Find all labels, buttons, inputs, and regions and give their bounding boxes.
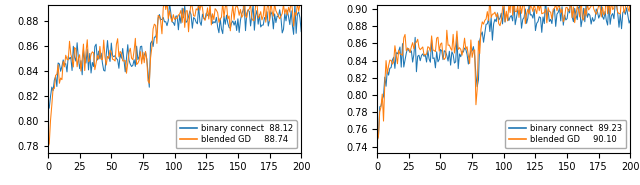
Legend: binary connect  88.12, blended GD     88.74: binary connect 88.12, blended GD 88.74: [176, 120, 297, 148]
Legend: binary connect  89.23, blended GD     90.10: binary connect 89.23, blended GD 90.10: [505, 120, 626, 148]
